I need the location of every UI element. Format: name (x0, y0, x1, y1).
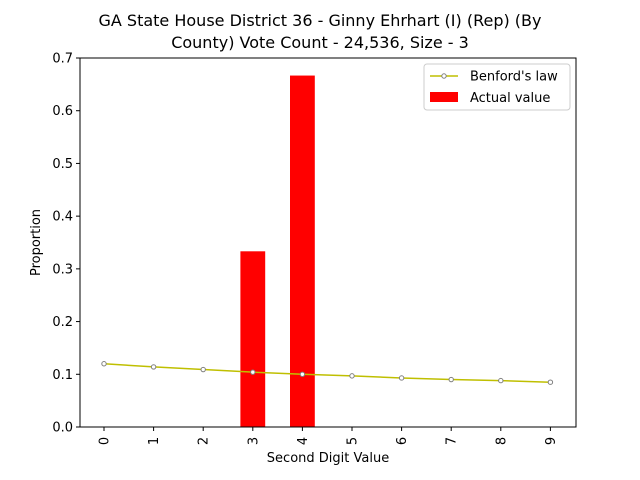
x-axis-label: Second Digit Value (267, 451, 389, 466)
x-tick-label: 1 (147, 437, 162, 445)
benford-line-layer (101, 361, 554, 385)
benford-point-5 (349, 373, 355, 379)
benford-point-4 (299, 371, 306, 377)
legend: Benford's law Actual value (423, 63, 571, 111)
y-tick-label: 0.3 (52, 262, 73, 277)
benford-point-3 (250, 369, 256, 375)
benford-point-7 (448, 376, 454, 383)
y-tick-label: 0.1 (52, 368, 73, 383)
x-tick-label: 8 (494, 437, 509, 445)
legend-box (423, 63, 571, 111)
x-tick-label: 3 (246, 437, 261, 445)
y-tick-label: 0.7 (52, 52, 73, 67)
y-tick-label: 0.2 (52, 315, 73, 330)
x-ticks: 0 1 2 3 4 5 6 7 8 9 (98, 427, 559, 445)
legend-label-benford: Benford's law (470, 70, 558, 85)
x-tick-label: 5 (346, 437, 361, 445)
benford-point-0 (101, 361, 107, 367)
legend-bar-swatch (430, 92, 458, 102)
y-tick-label: 0.4 (52, 210, 73, 225)
benford-line (103, 362, 551, 383)
x-tick-label: 4 (296, 437, 311, 445)
chart-title-line-2: County) Vote Count - 24,536, Size - 3 (171, 33, 469, 52)
legend-marker-swatch (441, 73, 447, 79)
chart-title-line-1: GA State House District 36 - Ginny Ehrha… (98, 11, 542, 30)
bars-layer (240, 75, 315, 427)
y-ticks: 0.0 0.1 0.2 0.3 0.4 0.5 0.6 0.7 (52, 52, 80, 436)
bar-digit-4 (290, 75, 315, 427)
y-axis-label: Proportion (29, 209, 44, 276)
x-tick-label: 0 (98, 437, 113, 445)
benford-point-2 (200, 366, 206, 373)
axes-frame (79, 57, 577, 428)
benford-point-6 (398, 375, 405, 381)
y-tick-label: 0.0 (52, 421, 73, 436)
y-tick-label: 0.6 (52, 104, 73, 119)
y-tick-label: 0.5 (52, 157, 73, 172)
x-tick-label: 6 (395, 437, 410, 445)
x-tick-label: 2 (197, 437, 212, 445)
benford-point-8 (498, 377, 504, 384)
bar-digit-3 (240, 251, 266, 427)
benford-point-9 (547, 379, 554, 385)
x-tick-label: 7 (445, 437, 460, 445)
x-tick-label: 9 (544, 437, 559, 445)
benford-point-1 (150, 364, 157, 370)
legend-label-actual: Actual value (470, 91, 550, 106)
